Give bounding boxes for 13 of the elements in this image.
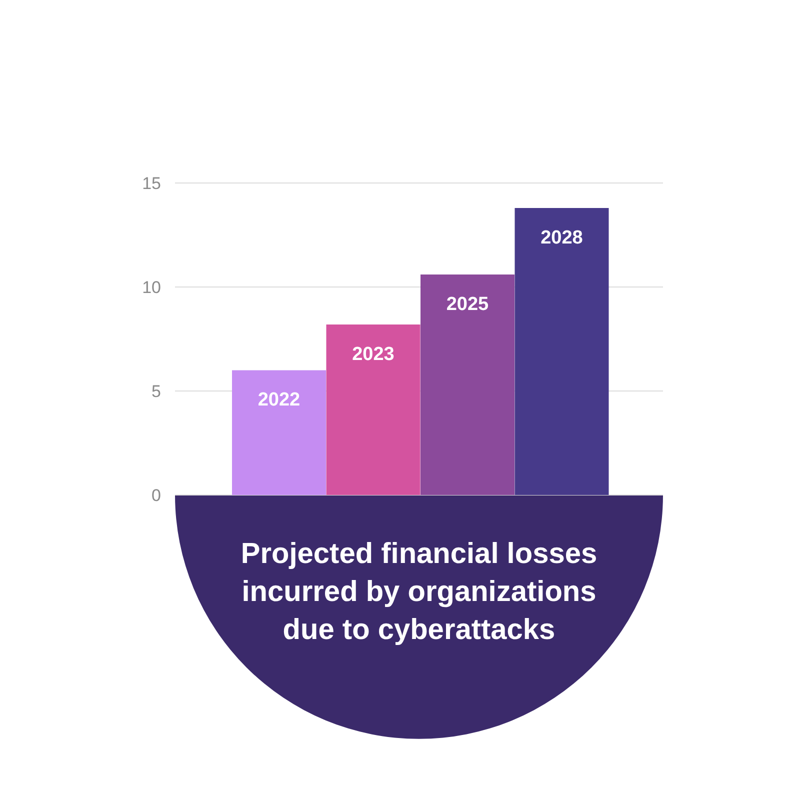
bar xyxy=(514,208,609,495)
bar xyxy=(420,274,514,495)
bar xyxy=(232,370,326,495)
x-tick-label: 2023 xyxy=(352,344,394,365)
y-tick-label: 5 xyxy=(152,382,161,402)
bar xyxy=(326,324,420,495)
x-tick-label: 2025 xyxy=(446,294,490,316)
x-tick-label: 2028 xyxy=(540,227,583,248)
x-tick-label: 2022 xyxy=(258,390,300,411)
text: Projected financial losses incurred by organizations due to cyberattacks xyxy=(240,537,598,648)
y-tick-label: 15 xyxy=(142,174,161,194)
y-tick-label: 0 xyxy=(152,486,161,506)
y-tick-label: 10 xyxy=(142,278,161,298)
